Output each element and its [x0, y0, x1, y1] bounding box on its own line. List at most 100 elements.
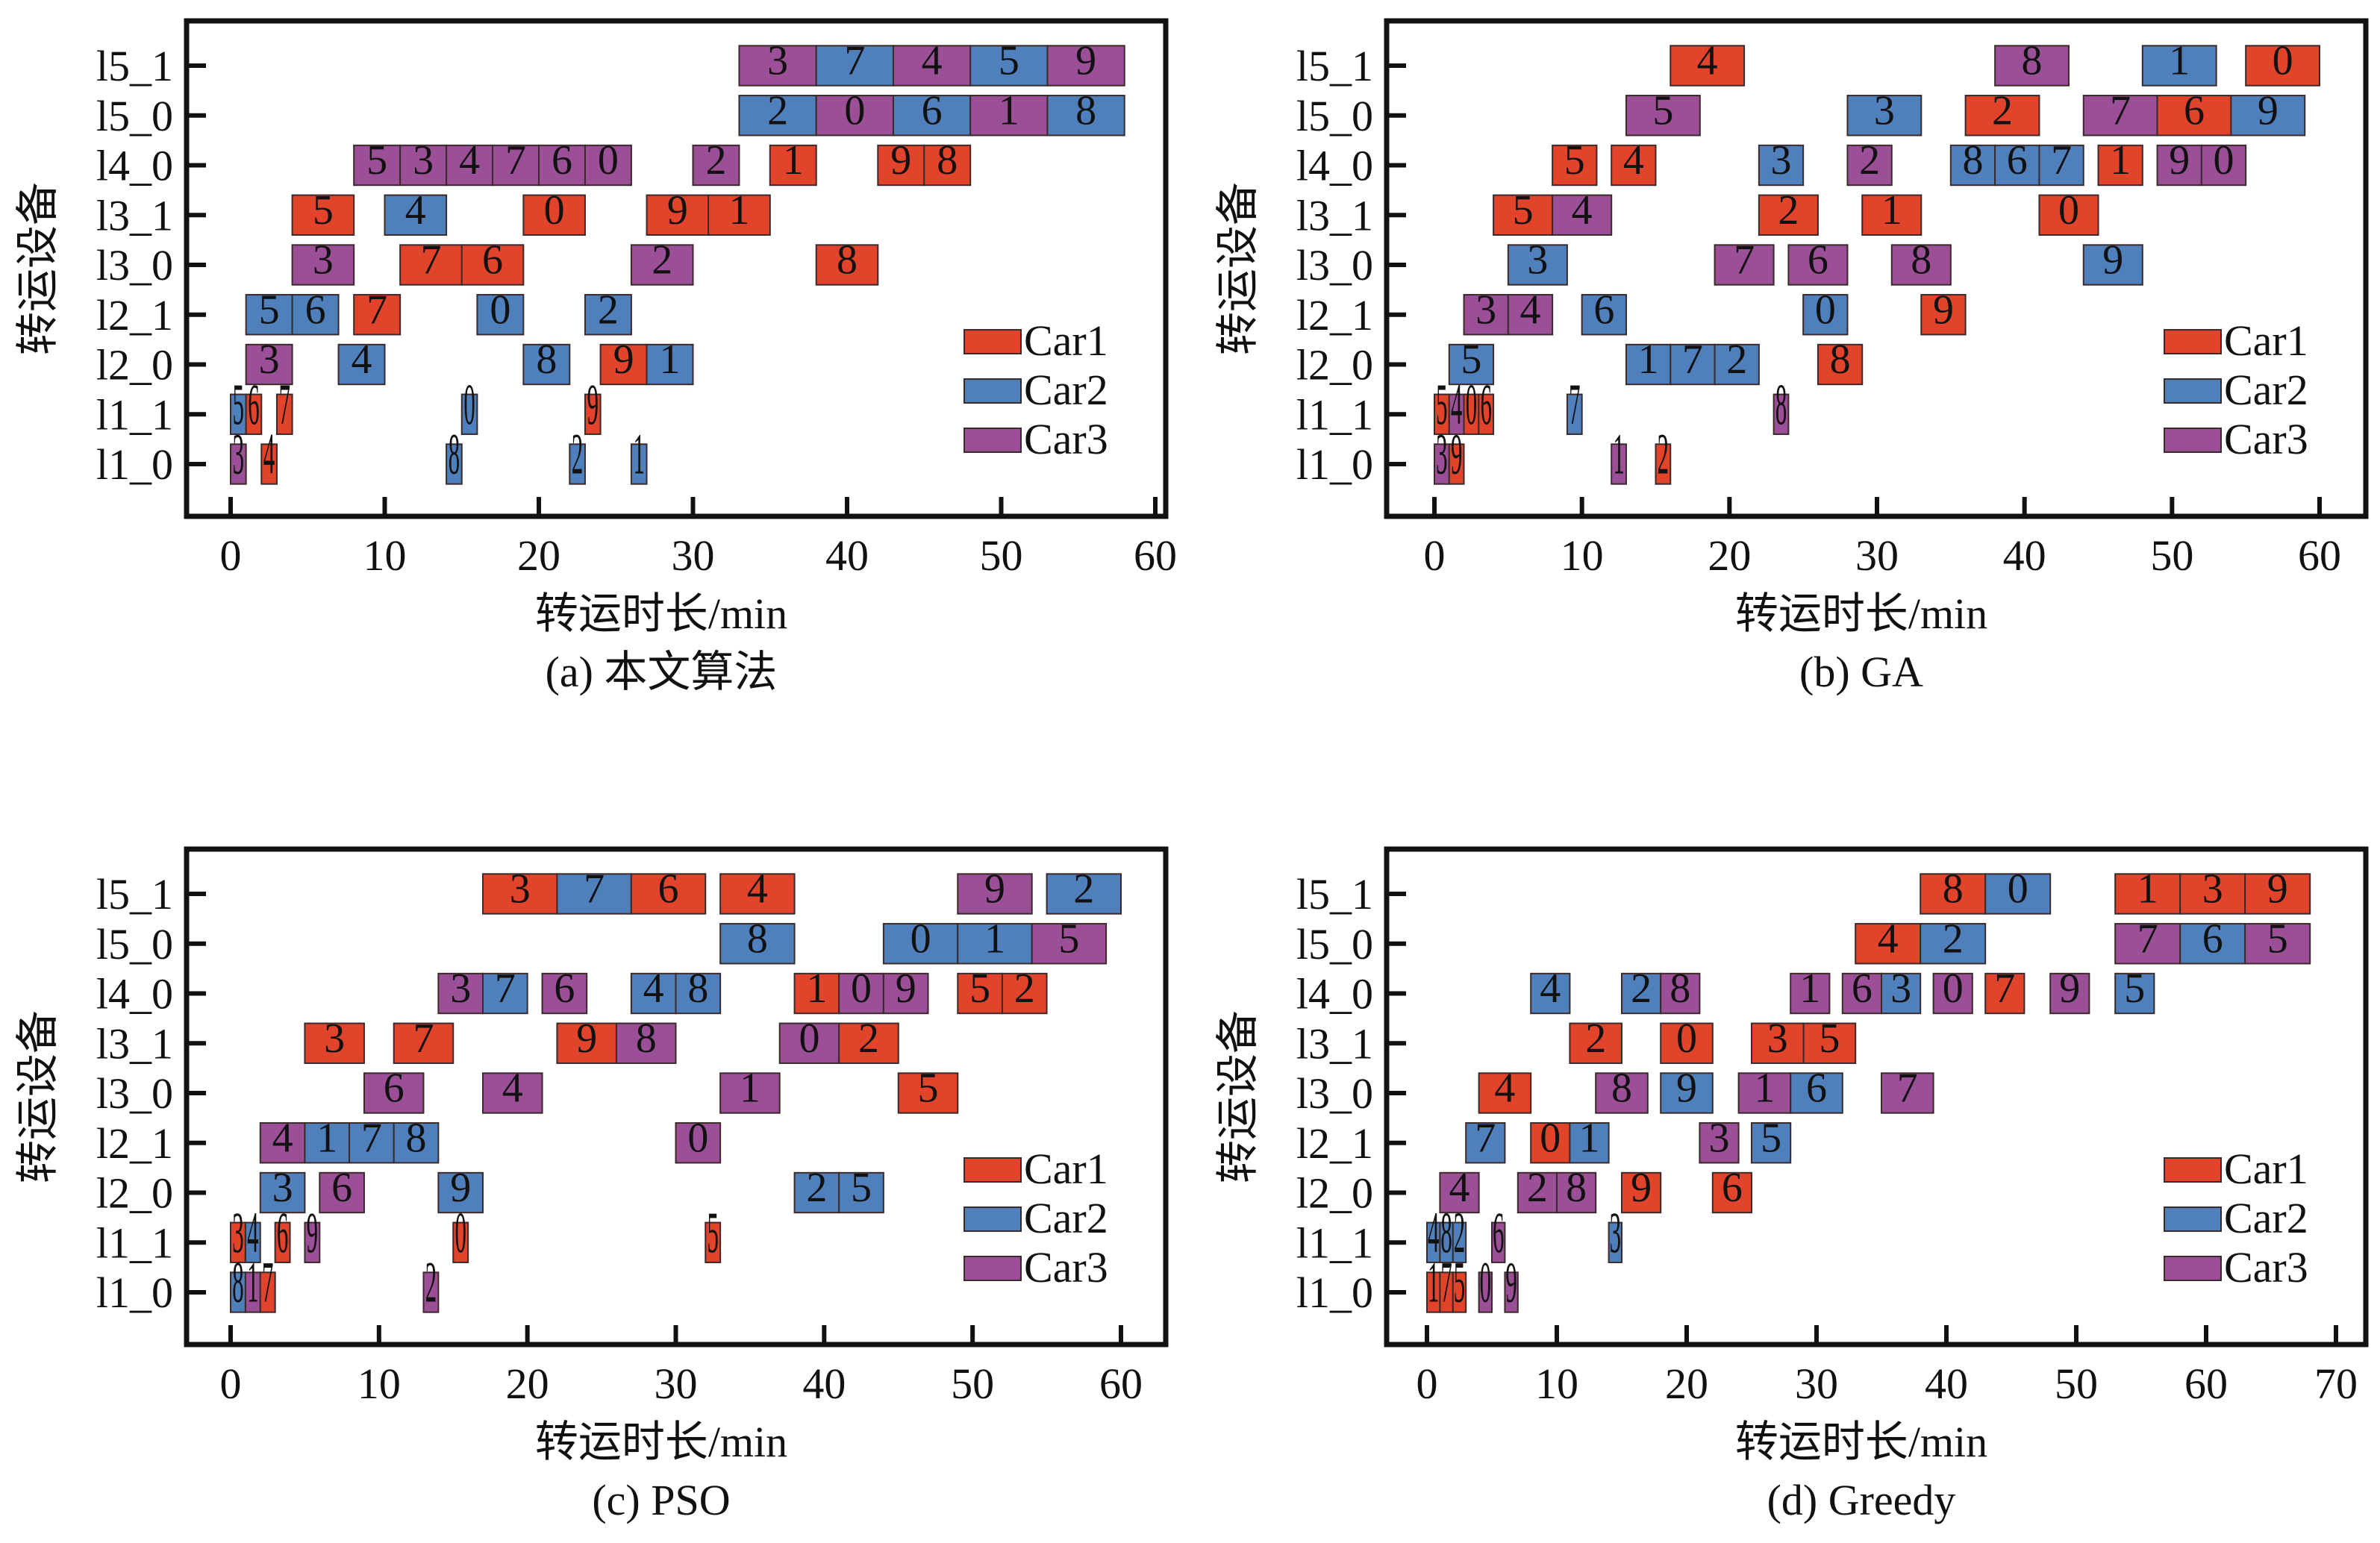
task-label: 0 — [687, 1115, 708, 1161]
gantt-task-l2_0-4: 4 — [337, 337, 386, 386]
y-tick-label: l4_0 — [1296, 142, 1373, 190]
task-bar — [1625, 343, 1672, 386]
gantt-task-l3_0-2: 2 — [630, 237, 694, 286]
gantt-task-l3_1-7: 7 — [393, 1015, 455, 1064]
task-label: 8 — [1962, 137, 1983, 184]
gantt-task-l3_1-5: 5 — [1802, 1015, 1857, 1064]
task-bar — [630, 873, 707, 915]
gantt-task-l4_0-6: 6 — [538, 137, 586, 187]
task-label: 8 — [449, 422, 460, 486]
task-label: 2 — [1726, 337, 1747, 383]
task-label: 5 — [969, 965, 990, 1012]
gantt-task-l5_1-4: 4 — [719, 866, 796, 915]
task-label: 5 — [233, 372, 244, 436]
task-bar — [304, 1022, 365, 1064]
y-tick-label: l4_0 — [96, 142, 173, 190]
y-tick-label: l4_0 — [96, 970, 173, 1018]
task-label: 1 — [316, 1115, 337, 1161]
x-tick-label: 50 — [980, 531, 1023, 580]
x-tick-label: 30 — [672, 531, 715, 580]
gantt-task-l2_1-2: 2 — [584, 287, 632, 336]
gantt-task-l3_0-7: 7 — [399, 237, 463, 286]
gantt-task-l5_0-8: 8 — [1046, 87, 1125, 137]
gantt-task-l3_0-6: 6 — [1790, 1065, 1843, 1114]
gantt-task-l4_0-5: 5 — [2114, 965, 2155, 1015]
task-bar — [1802, 1022, 1857, 1064]
legend-label: Car1 — [1024, 316, 1108, 365]
task-label: 3 — [1436, 422, 1447, 486]
task-label: 1 — [2137, 866, 2158, 913]
task-label: 6 — [1806, 1065, 1827, 1112]
task-label: 0 — [2058, 187, 2079, 234]
task-bar — [2244, 923, 2311, 965]
gantt-task-l4_0-8: 8 — [675, 965, 722, 1015]
task-label: 1 — [783, 137, 804, 184]
y-tick-label: l3_0 — [96, 1069, 173, 1118]
task-bar — [2156, 144, 2202, 187]
task-label: 8 — [1075, 87, 1096, 134]
task-bar — [923, 144, 972, 187]
task-bar — [1984, 972, 2026, 1015]
task-label: 7 — [1569, 372, 1580, 436]
task-label: 3 — [1767, 1015, 1788, 1062]
task-bar — [1758, 144, 1805, 187]
task-label: 5 — [1461, 337, 1481, 383]
gantt-task-l3_0-8: 8 — [1890, 237, 1952, 286]
task-bar — [1660, 1022, 1714, 1064]
x-tick-label: 60 — [2184, 1359, 2228, 1408]
gantt-task-l5_0-2: 2 — [1920, 916, 1987, 965]
x-tick-label: 0 — [220, 531, 242, 580]
task-label: 3 — [233, 422, 244, 486]
gantt-task-l3_0-6: 6 — [460, 237, 525, 286]
task-label: 5 — [1761, 1115, 1781, 1161]
task-label: 0 — [1540, 1115, 1561, 1161]
gantt-task-l1_1-7: 7 — [1566, 372, 1583, 436]
task-bar — [437, 972, 484, 1015]
task-label: 6 — [248, 372, 259, 436]
y-tick-label: l1_1 — [1296, 1218, 1373, 1267]
task-label: 3 — [232, 1200, 243, 1265]
task-bar — [815, 244, 879, 286]
task-label: 9 — [450, 1165, 471, 1211]
gantt-task-l3_0-6: 6 — [1787, 237, 1849, 286]
task-bar — [1530, 972, 1571, 1015]
task-label: 3 — [1527, 237, 1548, 284]
gantt-task-l5_0-7: 7 — [2082, 87, 2158, 137]
task-label: 3 — [2202, 866, 2223, 913]
task-label: 0 — [2214, 137, 2234, 184]
gantt-task-l2_0-4: 4 — [1439, 1165, 1480, 1214]
task-label: 7 — [1440, 1250, 1452, 1315]
task-label: 0 — [799, 1015, 819, 1062]
plot-frame — [184, 18, 1169, 519]
task-label: 2 — [598, 287, 619, 333]
task-label: 6 — [2202, 916, 2223, 962]
task-bar — [446, 443, 463, 485]
task-bar — [1611, 443, 1627, 485]
task-bar — [569, 443, 586, 485]
task-label: 7 — [844, 38, 865, 84]
task-label: 8 — [747, 916, 768, 962]
task-label: 6 — [1493, 1200, 1504, 1265]
task-label: 6 — [2184, 87, 2205, 134]
gantt-task-l1_0-5: 5 — [1452, 1250, 1467, 1315]
gantt-task-l3_0-1: 1 — [719, 1065, 781, 1114]
gantt-task-l4_0-4: 4 — [1611, 137, 1657, 187]
task-label: 5 — [1513, 187, 1534, 234]
gantt-task-l5_0-2: 2 — [738, 87, 817, 137]
task-label: 7 — [2137, 916, 2158, 962]
gantt-task-l2_1-1: 1 — [304, 1115, 351, 1164]
task-bar — [778, 1022, 840, 1064]
legend-label: Car2 — [1024, 1194, 1108, 1242]
task-label: 8 — [1611, 1065, 1632, 1112]
task-bar — [244, 1221, 261, 1263]
task-bar — [882, 972, 929, 1015]
task-label: 6 — [482, 237, 503, 284]
task-label: 6 — [277, 1200, 288, 1265]
task-bar — [969, 95, 1049, 137]
gantt-task-l4_0-3: 3 — [399, 137, 448, 187]
task-label: 6 — [658, 866, 679, 913]
task-label: 0 — [1466, 372, 1477, 436]
y-tick-label: l3_1 — [96, 191, 173, 240]
task-bar — [304, 1122, 351, 1164]
task-bar — [1660, 972, 1701, 1015]
